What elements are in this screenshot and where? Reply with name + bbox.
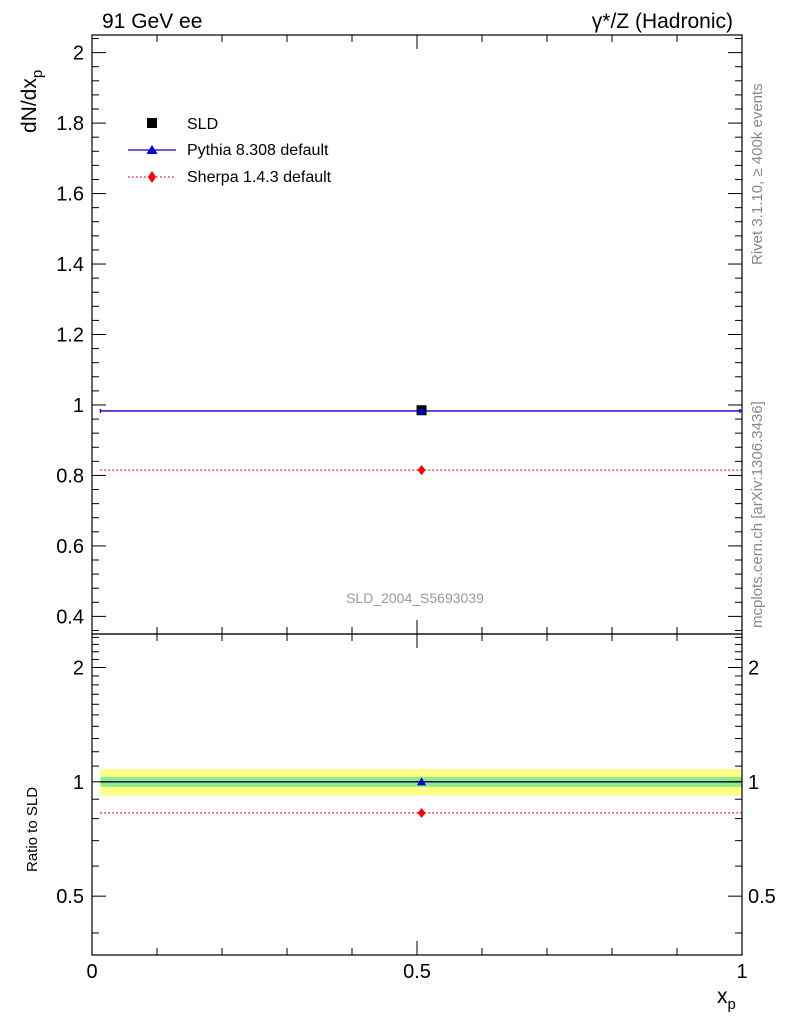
pythia-marker (417, 406, 427, 415)
main-ytick-label: 1.4 (56, 254, 84, 276)
legend: SLD Pythia 8.308 default Sherpa 1.4.3 de… (128, 116, 332, 186)
legend-item-sherpa: Sherpa 1.4.3 default (128, 169, 332, 186)
ratio-ytick-label: 0.5 (56, 886, 84, 908)
ratio-plot-area (100, 769, 742, 818)
main-ytick-label: 0.4 (56, 606, 84, 628)
ratio-xtick-label: 0 (86, 961, 97, 983)
main-axis-ticks: 0.4 0.6 0.8 1 1.2 1.4 1.6 1.8 2 (56, 35, 743, 634)
ratio-ytick-label: 1 (73, 772, 84, 794)
legend-item-pythia: Pythia 8.308 default (128, 142, 329, 159)
main-ylabel: dN/dxp (18, 70, 46, 133)
ratio-frame (91, 633, 743, 956)
ratio-ytick-label-right: 2 (748, 657, 759, 679)
ratio-ylabel: Ratio to SLD (24, 787, 41, 872)
ratio-xtick-label: 1 (736, 961, 747, 983)
legend-marker-diamond (148, 171, 156, 183)
ratio-ytick-label-right: 0.5 (748, 886, 776, 908)
ratio-xlabel: xp (717, 985, 736, 1013)
legend-marker-square (147, 118, 157, 128)
main-ytick-label: 0.6 (56, 536, 84, 558)
main-ylabel-text: dN/dx (18, 78, 41, 133)
watermark: SLD_2004_S5693039 (346, 590, 484, 606)
title-right-rest: */Z (Hadronic) (602, 10, 733, 33)
main-plot-area (99, 405, 742, 476)
main-ytick-label: 2 (73, 43, 84, 65)
legend-label-sld: SLD (187, 116, 218, 133)
main-ytick-label: 0.8 (56, 465, 84, 487)
main-ytick-label: 1.8 (56, 113, 84, 135)
sherpa-marker (417, 465, 426, 476)
rivet-label: Rivet 3.1.10, ≥ 400k events (749, 83, 766, 265)
main-ytick-label: 1 (73, 395, 84, 417)
main-ylabel-sub: p (29, 70, 46, 78)
title-left: 91 GeV ee (102, 10, 202, 33)
ratio-ytick-label-right: 1 (748, 772, 759, 794)
title-right: γ*/Z (Hadronic) (592, 10, 733, 33)
legend-label-pythia: Pythia 8.308 default (187, 142, 329, 159)
legend-item-sld: SLD (147, 116, 218, 133)
main-ytick-label: 1.2 (56, 325, 84, 347)
main-panel: 0.4 0.6 0.8 1 1.2 1.4 1.6 1.8 2 SLD_2004_S569303… (18, 34, 743, 635)
title-right-gamma: γ (592, 10, 603, 33)
ratio-pythia-marker (417, 777, 427, 786)
ratio-ytick-label: 2 (73, 657, 84, 679)
ratio-panel: 0.5 0.5 1 1 2 2 0 0.5 1 Ratio to SLD xp (24, 633, 776, 1013)
ratio-axis-ticks: 0.5 0.5 1 1 2 2 0 0.5 1 (56, 634, 776, 983)
legend-label-sherpa: Sherpa 1.4.3 default (187, 169, 332, 186)
ratio-xlabel-text: x (717, 985, 728, 1008)
ratio-xtick-label: 0.5 (403, 961, 431, 983)
main-ytick-label: 1.6 (56, 184, 84, 206)
mcplots-label: mcplots.cern.ch [arXiv:1306.3436] (749, 401, 766, 628)
ratio-xlabel-sub: p (728, 996, 736, 1013)
legend-marker-triangle (146, 145, 158, 154)
ratio-sherpa-marker (417, 807, 426, 818)
